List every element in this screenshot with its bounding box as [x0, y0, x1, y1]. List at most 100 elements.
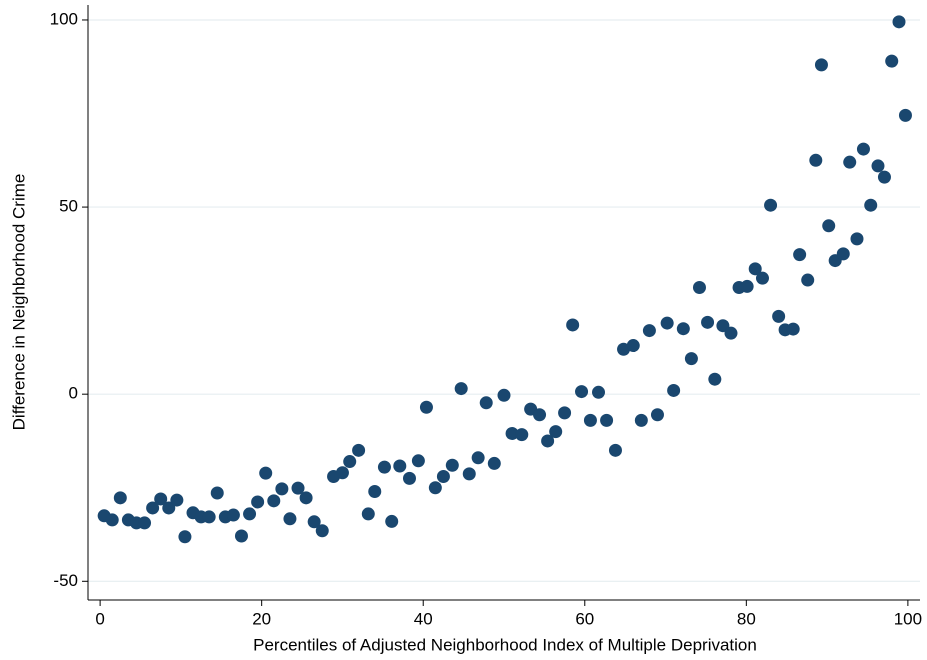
point [660, 316, 674, 330]
point [454, 382, 468, 396]
point [892, 15, 906, 29]
y-axis-label: Difference in Neighborhood Crime [9, 174, 28, 431]
point [307, 515, 321, 529]
point [898, 108, 912, 122]
point [642, 324, 656, 338]
point [748, 262, 762, 276]
x-tick-label: 40 [414, 609, 433, 628]
x-axis-label: Percentiles of Adjusted Neighborhood Ind… [253, 635, 757, 654]
point [608, 443, 622, 457]
point [385, 514, 399, 528]
point [701, 315, 715, 329]
y-tick-label: -50 [53, 571, 78, 590]
point [162, 501, 176, 515]
point [558, 406, 572, 420]
point [786, 322, 800, 336]
point [566, 318, 580, 332]
point [864, 198, 878, 212]
point [259, 466, 273, 480]
point [299, 491, 313, 505]
point [856, 142, 870, 156]
y-tick-label: 0 [69, 384, 78, 403]
point [471, 451, 485, 465]
point [814, 58, 828, 72]
point [352, 443, 366, 457]
point [335, 466, 349, 480]
point [497, 388, 511, 402]
point [462, 467, 476, 481]
point [445, 458, 459, 472]
point [113, 491, 127, 505]
point [515, 428, 529, 442]
point [146, 501, 160, 515]
x-tick-label: 0 [95, 609, 104, 628]
point [575, 385, 589, 399]
point [368, 484, 382, 498]
point [291, 481, 305, 495]
point [871, 159, 885, 173]
point [626, 339, 640, 353]
point [684, 352, 698, 366]
point [402, 471, 416, 485]
point [154, 492, 168, 506]
point [850, 232, 864, 246]
point [202, 510, 216, 524]
point [234, 529, 248, 543]
point [724, 326, 738, 340]
point [533, 408, 547, 422]
point [692, 281, 706, 295]
y-tick-label: 100 [50, 9, 78, 28]
point [487, 456, 501, 470]
point [315, 524, 329, 538]
point [251, 495, 265, 509]
point [428, 481, 442, 495]
point [210, 486, 224, 500]
point [650, 408, 664, 422]
y-tick-label: 50 [59, 197, 78, 216]
point [411, 454, 425, 468]
x-tick-label: 60 [575, 609, 594, 628]
point [877, 170, 891, 184]
point [267, 494, 281, 508]
point [479, 396, 493, 410]
point [676, 322, 690, 336]
point [708, 372, 722, 386]
point [600, 413, 614, 427]
point [801, 273, 815, 287]
point [843, 155, 857, 169]
point [275, 482, 289, 496]
point [505, 426, 519, 440]
point [243, 507, 257, 521]
x-tick-label: 20 [252, 609, 271, 628]
point [138, 516, 152, 530]
point [283, 512, 297, 526]
point [583, 413, 597, 427]
point [634, 413, 648, 427]
point [836, 247, 850, 261]
point [361, 507, 375, 521]
point [226, 508, 240, 522]
point [772, 309, 786, 323]
point [105, 513, 119, 527]
point [755, 271, 769, 285]
point [436, 470, 450, 484]
point [419, 400, 433, 414]
point [541, 434, 555, 448]
point [178, 530, 192, 544]
point [809, 153, 823, 167]
point [667, 383, 681, 397]
point [377, 460, 391, 474]
point [170, 493, 184, 507]
x-tick-label: 80 [737, 609, 756, 628]
point [393, 459, 407, 473]
point [793, 248, 807, 262]
point [885, 54, 899, 68]
point [592, 385, 606, 399]
point [343, 455, 357, 469]
point [549, 425, 563, 439]
point [822, 219, 836, 233]
x-tick-label: 100 [894, 609, 922, 628]
point [740, 279, 754, 293]
point [764, 198, 778, 212]
